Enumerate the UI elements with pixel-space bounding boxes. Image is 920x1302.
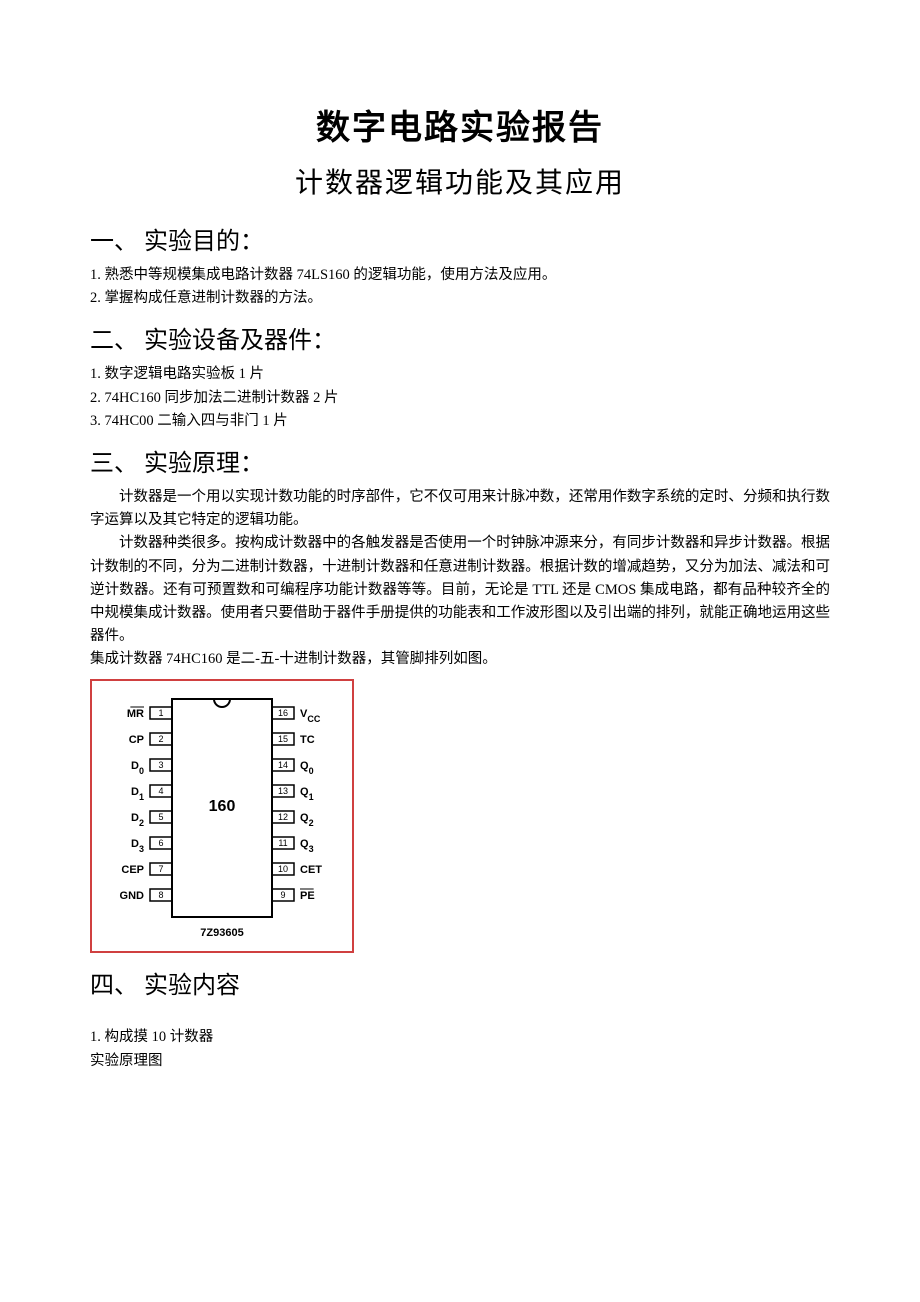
main-title: 数字电路实验报告 [90,100,830,149]
section-3-heading: 三、 实验原理： [90,443,830,478]
section-2-heading: 二、 实验设备及器件： [90,320,830,355]
left-pin-number: 3 [158,760,163,770]
chip-svg: 1 MR 2 CP 3 D0 4 D1 5 D2 6 D3 7 CEP 8 GND 16 VCC 15 TC 14 Q0… [92,681,352,951]
left-pin-number: 2 [158,734,163,744]
left-pin-label: CEP [121,864,144,876]
left-pins-group: 1 MR 2 CP 3 D0 4 D1 5 D2 6 D3 7 CEP 8 GND [120,707,172,902]
right-pin-label: PE [300,890,315,902]
left-pin-label: CP [129,734,144,746]
right-pins-group: 16 VCC 15 TC 14 Q0 13 Q1 12 Q2 11 Q3 10 CET 9 PE [272,707,322,902]
right-pin-number: 14 [278,760,288,770]
s4-item-1: 1. 构成摸 10 计数器 [90,1026,830,1049]
right-pin-label: Q1 [300,786,314,802]
right-pin-label: Q2 [300,812,314,828]
document-page: 数字电路实验报告 计数器逻辑功能及其应用 一、 实验目的： 1. 熟悉中等规模集… [0,0,920,1133]
left-pin-number: 4 [158,786,163,796]
s2-item-1: 1. 数字逻辑电路实验板 1 片 [90,363,830,386]
right-pin-label: CET [300,864,322,876]
left-pin-number: 1 [158,708,163,718]
right-pin-label: Q3 [300,838,314,854]
left-pin-label: GND [120,890,145,902]
right-pin-label: Q0 [300,760,314,776]
right-pin-label: VCC [300,708,321,724]
s3-para-1: 计数器是一个用以实现计数功能的时序部件，它不仅可用来计脉冲数，还常用作数字系统的… [90,486,830,532]
s3-para-2: 计数器种类很多。按构成计数器中的各触发器是否使用一个时钟脉冲源来分，有同步计数器… [90,532,830,648]
sub-title: 计数器逻辑功能及其应用 [90,161,830,201]
left-pin-label: D1 [131,786,144,802]
right-pin-number: 15 [278,734,288,744]
left-pin-label: D3 [131,838,144,854]
section-1-heading: 一、 实验目的： [90,221,830,256]
s1-item-1: 1. 熟悉中等规模集成电路计数器 74LS160 的逻辑功能，使用方法及应用。 [90,264,830,287]
right-pin-number: 10 [278,864,288,874]
right-pin-number: 11 [278,838,287,848]
chip-bottom-label: 7Z93605 [200,927,243,939]
right-pin-number: 9 [280,890,285,900]
s3-note: 集成计数器 74HC160 是二-五-十进制计数器，其管脚排列如图。 [90,648,830,671]
left-pin-number: 5 [158,812,163,822]
left-pin-number: 6 [158,838,163,848]
chip-notch [214,699,230,707]
chip-pinout-diagram: 1 MR 2 CP 3 D0 4 D1 5 D2 6 D3 7 CEP 8 GND 16 VCC 15 TC 14 Q0… [90,679,354,953]
right-pin-number: 12 [278,812,288,822]
s4-item-2: 实验原理图 [90,1050,830,1073]
section-4-heading: 四、 实验内容 [90,965,830,1000]
right-pin-label: TC [300,734,315,746]
s1-item-2: 2. 掌握构成任意进制计数器的方法。 [90,287,830,310]
left-pin-number: 8 [158,890,163,900]
chip-name-text: 160 [209,798,236,815]
left-pin-label: MR [127,708,144,720]
right-pin-number: 13 [278,786,288,796]
s2-item-2: 2. 74HC160 同步加法二进制计数器 2 片 [90,387,830,410]
left-pin-label: D2 [131,812,144,828]
s2-item-3: 3. 74HC00 二输入四与非门 1 片 [90,410,830,433]
left-pin-label: D0 [131,760,144,776]
left-pin-number: 7 [158,864,163,874]
right-pin-number: 16 [278,708,288,718]
